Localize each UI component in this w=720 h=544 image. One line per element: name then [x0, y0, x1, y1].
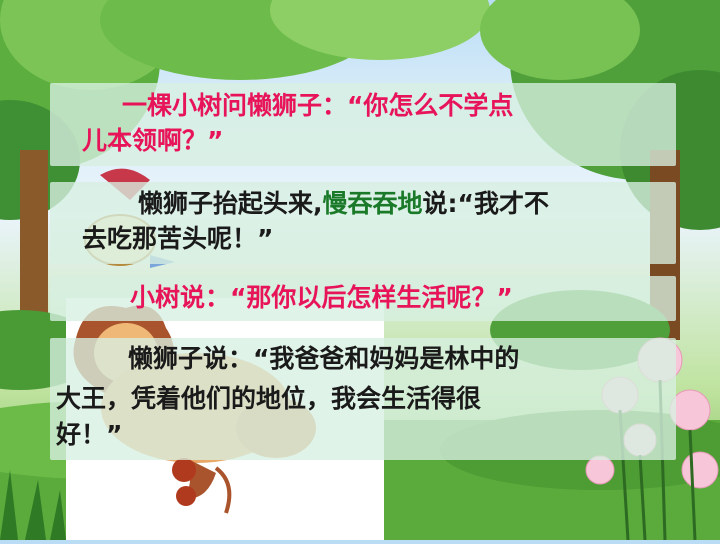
- panel2-part3: 说:“我才不: [422, 189, 549, 218]
- panel4-line3: 好！”: [56, 420, 123, 449]
- panel1-line2: 儿本领啊？”: [82, 126, 224, 155]
- panel1-line1: 一棵小树问懒狮子：“你怎么不学点: [122, 91, 514, 120]
- panel3-line1: 小树说：“那你以后怎样生活呢？”: [130, 283, 513, 312]
- panel4-line2: 大王，凭着他们的地位，我会生活得很: [56, 384, 482, 413]
- text-panel-1: 一棵小树问懒狮子：“你怎么不学点 儿本领啊？”: [50, 83, 676, 166]
- text-panel-2: 懒狮子抬起头来,慢吞吞地说:“我才不 去吃那苦头呢！”: [50, 182, 676, 264]
- text-panel-3: 小树说：“那你以后怎样生活呢？”: [50, 276, 676, 321]
- panel2-line1: 懒狮子抬起头来,慢吞吞地说:“我才不: [138, 187, 549, 221]
- panel2-line2: 去吃那苦头呢！”: [82, 224, 274, 253]
- panel2-part2: 慢吞吞地: [322, 189, 423, 218]
- text-panel-4: 懒狮子说：“我爸爸和妈妈是林中的 大王，凭着他们的地位，我会生活得很 好！”: [50, 338, 676, 460]
- panel4-line1: 懒狮子说：“我爸爸和妈妈是林中的: [128, 344, 520, 373]
- panel2-part1: 懒狮子抬起头来,: [138, 189, 323, 218]
